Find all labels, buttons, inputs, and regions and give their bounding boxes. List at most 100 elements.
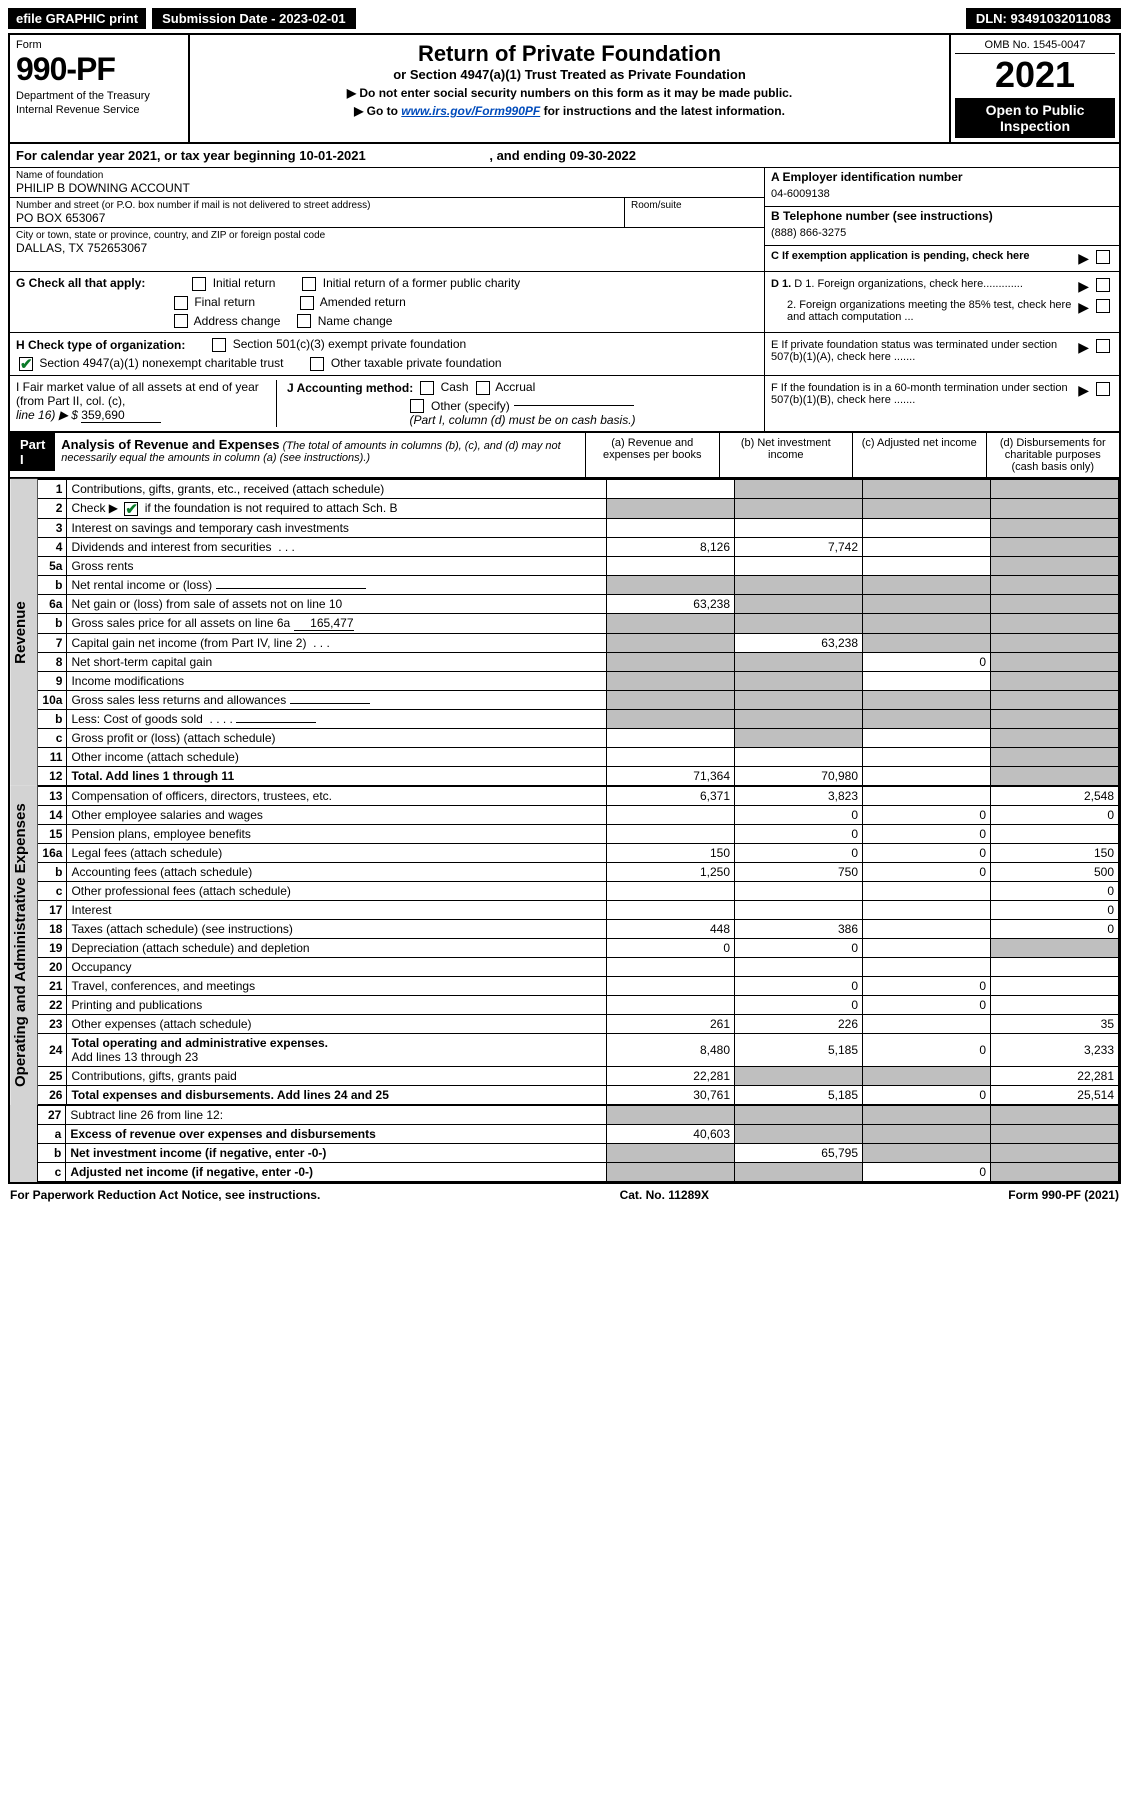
g-address-checkbox[interactable] xyxy=(174,314,188,328)
e-checkbox[interactable] xyxy=(1096,339,1110,353)
j-other-fill xyxy=(514,405,634,406)
d1-checkbox[interactable] xyxy=(1096,278,1110,292)
e-label: E If private foundation status was termi… xyxy=(771,339,1074,363)
cal-mid: , and ending xyxy=(486,148,570,163)
expenses-section: Operating and Administrative Expenses 13… xyxy=(10,786,1119,1105)
g-opt-former: Initial return of a former public charit… xyxy=(323,276,520,290)
form-title: Return of Private Foundation xyxy=(196,41,943,67)
g-opt-initial: Initial return xyxy=(213,276,276,290)
footer-left: For Paperwork Reduction Act Notice, see … xyxy=(10,1188,320,1202)
bottom-section: 27Subtract line 26 from line 12: aExcess… xyxy=(10,1105,1119,1182)
calendar-year-row: For calendar year 2021, or tax year begi… xyxy=(10,144,1119,168)
instr2-suffix: for instructions and the latest informat… xyxy=(540,104,785,118)
g-name-checkbox[interactable] xyxy=(297,314,311,328)
row-27a: aExcess of revenue over expenses and dis… xyxy=(38,1124,1119,1143)
ij-row: I Fair market value of all assets at end… xyxy=(10,375,1119,431)
arrow-icon: ▶ xyxy=(1078,299,1089,316)
form-word: Form xyxy=(16,39,182,51)
j-cash: Cash xyxy=(441,380,469,394)
g-right: D 1. D 1. Foreign organizations, check h… xyxy=(764,272,1119,332)
row-2: 2Check ▶ if the foundation is not requir… xyxy=(38,498,1119,518)
f-right: F If the foundation is in a 60-month ter… xyxy=(764,376,1119,431)
row-10b: bLess: Cost of goods sold . . . . xyxy=(38,709,1119,728)
name-label: Name of foundation xyxy=(16,170,758,181)
j-accrual-checkbox[interactable] xyxy=(476,381,490,395)
phone-label: B Telephone number (see instructions) xyxy=(771,209,1113,223)
h-opt3: Other taxable private foundation xyxy=(331,356,502,370)
g-label: G Check all that apply: xyxy=(16,276,145,290)
form-subtitle: or Section 4947(a)(1) Trust Treated as P… xyxy=(196,67,943,82)
efile-button[interactable]: efile GRAPHIC print xyxy=(8,8,146,29)
row-20: 20Occupancy xyxy=(38,957,1119,976)
row-9: 9Income modifications xyxy=(38,671,1119,690)
year-begin: 10-01-2021 xyxy=(299,148,366,163)
row-3: 3Interest on savings and temporary cash … xyxy=(38,518,1119,537)
g-amended-checkbox[interactable] xyxy=(300,296,314,310)
row-26: 26Total expenses and disbursements. Add … xyxy=(38,1085,1119,1104)
instruction-2: ▶ Go to www.irs.gov/Form990PF for instru… xyxy=(196,104,943,118)
h-left: H Check type of organization: Section 50… xyxy=(10,333,764,375)
i-label: I Fair market value of all assets at end… xyxy=(16,380,266,408)
row-22: 22Printing and publications00 xyxy=(38,995,1119,1014)
header-left: Form 990-PF Department of the Treasury I… xyxy=(10,35,190,142)
row2-checkbox[interactable] xyxy=(124,502,138,516)
revenue-table: 1Contributions, gifts, grants, etc., rec… xyxy=(37,479,1119,786)
col-b-header: (b) Net investment income xyxy=(719,433,853,477)
year-end: 09-30-2022 xyxy=(570,148,637,163)
row-11: 11Other income (attach schedule) xyxy=(38,747,1119,766)
page-footer: For Paperwork Reduction Act Notice, see … xyxy=(8,1184,1121,1206)
h-4947-checkbox[interactable] xyxy=(19,357,33,371)
row-14: 14Other employee salaries and wages000 xyxy=(38,805,1119,824)
dept-treasury: Department of the Treasury xyxy=(16,90,182,102)
arrow-icon: ▶ xyxy=(1078,250,1089,267)
h-row: H Check type of organization: Section 50… xyxy=(10,333,1119,375)
g-initial-former-checkbox[interactable] xyxy=(302,277,316,291)
row-27: 27Subtract line 26 from line 12: xyxy=(38,1105,1119,1124)
form-header: Form 990-PF Department of the Treasury I… xyxy=(10,35,1119,144)
g-opt-name: Name change xyxy=(318,314,393,328)
instr2-prefix: ▶ Go to xyxy=(354,104,401,118)
j-note: (Part I, column (d) must be on cash basi… xyxy=(287,413,758,427)
submission-date: Submission Date - 2023-02-01 xyxy=(150,8,358,29)
row-4: 4Dividends and interest from securities … xyxy=(38,537,1119,556)
header-right: OMB No. 1545-0047 2021 Open to Public In… xyxy=(949,35,1119,142)
col-d-header: (d) Disbursements for charitable purpose… xyxy=(986,433,1120,477)
row-6a: 6aNet gain or (loss) from sale of assets… xyxy=(38,594,1119,613)
irs-link[interactable]: www.irs.gov/Form990PF xyxy=(401,104,540,118)
row-19: 19Depreciation (attach schedule) and dep… xyxy=(38,938,1119,957)
col-c-header: (c) Adjusted net income xyxy=(852,433,986,477)
ein-value: 04-6009138 xyxy=(771,184,1113,204)
irs-label: Internal Revenue Service xyxy=(16,104,182,116)
ij-left: I Fair market value of all assets at end… xyxy=(10,376,764,431)
row-10c: cGross profit or (loss) (attach schedule… xyxy=(38,728,1119,747)
form-container: Form 990-PF Department of the Treasury I… xyxy=(8,33,1121,1184)
row-6b: bGross sales price for all assets on lin… xyxy=(38,613,1119,633)
j-other: Other (specify) xyxy=(431,399,510,413)
c-checkbox[interactable] xyxy=(1096,250,1110,264)
d2-checkbox[interactable] xyxy=(1096,299,1110,313)
c-label: C If exemption application is pending, c… xyxy=(771,250,1074,262)
j-accrual: Accrual xyxy=(495,380,535,394)
g-initial-return-checkbox[interactable] xyxy=(192,277,206,291)
h-other-checkbox[interactable] xyxy=(310,357,324,371)
part1-title-cell: Part I Analysis of Revenue and Expenses … xyxy=(10,433,585,477)
tax-year: 2021 xyxy=(955,54,1115,96)
part1-desc: Analysis of Revenue and Expenses (The to… xyxy=(55,433,585,468)
info-block: Name of foundation PHILIP B DOWNING ACCO… xyxy=(10,168,1119,272)
row-1: 1Contributions, gifts, grants, etc., rec… xyxy=(38,479,1119,498)
j-other-checkbox[interactable] xyxy=(410,399,424,413)
open-public-badge: Open to Public Inspection xyxy=(955,98,1115,138)
g-opt-amended: Amended return xyxy=(320,295,406,309)
f-checkbox[interactable] xyxy=(1096,382,1110,396)
bottom-table: 27Subtract line 26 from line 12: aExcess… xyxy=(37,1105,1119,1182)
row-10a: 10aGross sales less returns and allowanc… xyxy=(38,690,1119,709)
row-16c: cOther professional fees (attach schedul… xyxy=(38,881,1119,900)
instruction-1: ▶ Do not enter social security numbers o… xyxy=(196,86,943,100)
j-cash-checkbox[interactable] xyxy=(420,381,434,395)
bottom-side xyxy=(10,1105,37,1182)
row-24: 24Total operating and administrative exp… xyxy=(38,1033,1119,1066)
h-501c3-checkbox[interactable] xyxy=(212,338,226,352)
row-18: 18Taxes (attach schedule) (see instructi… xyxy=(38,919,1119,938)
h-label: H Check type of organization: xyxy=(16,338,185,352)
g-final-checkbox[interactable] xyxy=(174,296,188,310)
